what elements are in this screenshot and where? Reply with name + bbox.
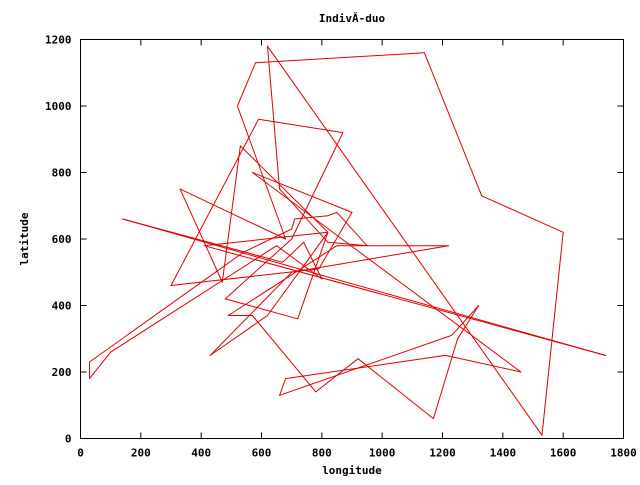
x-axis-label: longitude xyxy=(322,464,382,477)
series-segment xyxy=(224,238,293,300)
x-tick-label: 1600 xyxy=(550,447,577,460)
series-segment xyxy=(294,215,329,220)
series-segment xyxy=(251,172,353,213)
series-segment xyxy=(224,298,299,320)
series-segment xyxy=(267,45,543,436)
series-segment xyxy=(258,118,344,134)
series-segment xyxy=(122,218,606,356)
x-tick-label: 200 xyxy=(131,447,151,460)
x-tick-label: 400 xyxy=(191,447,211,460)
x-tick-label: 600 xyxy=(252,447,272,460)
series-segment xyxy=(251,172,522,373)
series-segment xyxy=(291,218,296,230)
series-segment xyxy=(315,358,359,393)
series-segment xyxy=(541,231,564,436)
series-segment xyxy=(221,145,241,283)
series-segment xyxy=(255,52,425,64)
series-segment xyxy=(209,315,268,356)
series-segment xyxy=(89,251,244,363)
series-segment xyxy=(276,245,323,280)
series-segment xyxy=(432,338,459,420)
series-segment xyxy=(203,231,329,247)
series-segment xyxy=(445,354,522,373)
y-axis-label: latitude xyxy=(18,212,31,265)
x-axis-ticks: 0 200 400 600 800 1000 1200 1400 1600 1800 xyxy=(77,39,637,460)
series-segment xyxy=(251,315,317,393)
series-segment xyxy=(318,211,353,270)
series-segment xyxy=(236,105,287,240)
series-layer xyxy=(89,45,606,436)
y-tick-label: 1200 xyxy=(45,34,72,47)
series-segment xyxy=(481,195,564,233)
y-tick-label: 800 xyxy=(52,167,72,180)
series-segment xyxy=(179,188,287,240)
series-segment xyxy=(170,118,259,286)
x-tick-label: 800 xyxy=(312,447,332,460)
series-segment xyxy=(457,305,480,340)
plot-frame xyxy=(80,39,624,439)
x-tick-label: 1400 xyxy=(490,447,517,460)
series-segment xyxy=(110,245,278,353)
x-tick-label: 0 xyxy=(77,447,84,460)
series-segment xyxy=(209,271,293,356)
series-segment xyxy=(291,132,344,240)
series-segment xyxy=(303,241,323,280)
series-segment xyxy=(357,358,434,420)
series-segment xyxy=(279,188,329,243)
series-segment xyxy=(122,218,284,263)
series-segment xyxy=(336,211,368,247)
y-tick-label: 400 xyxy=(52,300,72,313)
x-tick-label: 1000 xyxy=(369,447,396,460)
series-segment xyxy=(423,52,483,197)
series-segment xyxy=(203,245,606,356)
y-axis-ticks: 0 200 400 600 800 1000 1200 xyxy=(45,34,624,446)
y-tick-label: 1000 xyxy=(45,100,72,113)
series-segment xyxy=(285,354,446,380)
y-tick-label: 200 xyxy=(52,366,72,379)
series-segment xyxy=(282,241,305,263)
y-tick-label: 600 xyxy=(52,233,72,246)
y-tick-label: 0 xyxy=(65,433,72,446)
series-segment xyxy=(291,245,449,273)
series-segment xyxy=(236,62,256,107)
series-segment xyxy=(327,211,338,217)
series-segment xyxy=(179,188,223,283)
series-segment xyxy=(267,231,329,316)
series-segment xyxy=(89,351,112,380)
series-segment xyxy=(267,45,281,190)
chart-title: IndivĂ-duo xyxy=(319,12,386,25)
series-segment xyxy=(279,378,287,396)
series-segment xyxy=(451,305,480,336)
series-segment xyxy=(227,245,338,316)
x-tick-label: 1200 xyxy=(429,447,456,460)
x-tick-label: 1800 xyxy=(610,447,637,460)
